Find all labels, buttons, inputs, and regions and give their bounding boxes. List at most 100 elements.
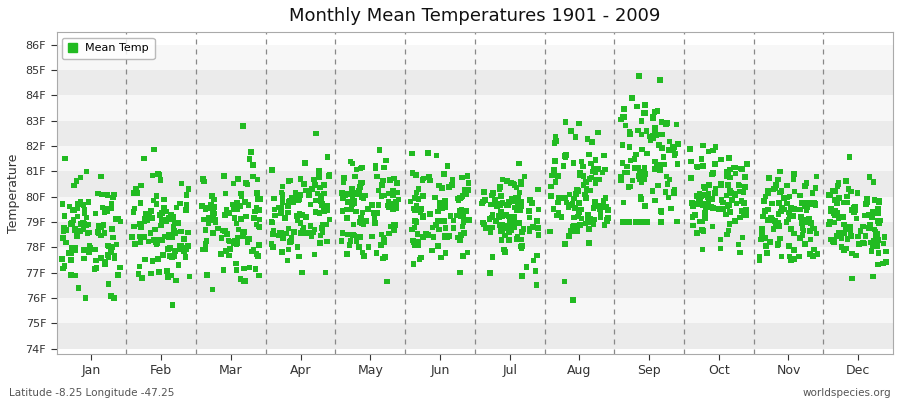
- Point: [83, 243, 97, 249]
- Point: [271, 232, 285, 238]
- Point: [652, 167, 667, 173]
- Point: [154, 222, 168, 228]
- Point: [492, 186, 507, 192]
- Point: [342, 199, 356, 205]
- Point: [158, 208, 173, 215]
- Point: [616, 199, 631, 206]
- Point: [238, 213, 253, 220]
- Point: [168, 248, 183, 254]
- Point: [733, 214, 747, 220]
- Point: [866, 179, 880, 185]
- Point: [76, 202, 91, 208]
- Point: [760, 188, 775, 194]
- Point: [830, 182, 844, 189]
- Point: [793, 206, 807, 213]
- Point: [454, 214, 468, 220]
- Point: [804, 201, 818, 207]
- Point: [689, 230, 704, 236]
- Point: [449, 212, 464, 219]
- Point: [76, 226, 91, 233]
- Point: [353, 219, 367, 225]
- Point: [570, 228, 584, 234]
- Point: [694, 193, 708, 199]
- Point: [460, 173, 474, 179]
- Point: [562, 191, 577, 198]
- Point: [696, 163, 710, 169]
- Point: [113, 218, 128, 225]
- Point: [433, 204, 447, 211]
- Point: [591, 166, 606, 172]
- Point: [150, 256, 165, 262]
- Point: [634, 219, 648, 225]
- Point: [698, 185, 713, 191]
- Point: [79, 214, 94, 221]
- Point: [692, 199, 706, 206]
- Point: [454, 232, 468, 238]
- Point: [218, 212, 232, 218]
- Point: [572, 169, 587, 176]
- Point: [138, 256, 152, 263]
- Point: [633, 170, 647, 176]
- Point: [495, 213, 509, 220]
- Point: [722, 202, 736, 208]
- Point: [837, 248, 851, 254]
- Point: [73, 228, 87, 234]
- Point: [451, 234, 465, 240]
- Point: [353, 184, 367, 190]
- Point: [531, 186, 545, 193]
- Point: [782, 209, 796, 216]
- Point: [317, 208, 331, 214]
- Point: [87, 266, 102, 272]
- Point: [830, 210, 844, 216]
- Point: [514, 207, 528, 214]
- Point: [876, 260, 890, 267]
- Point: [566, 297, 580, 303]
- Point: [172, 243, 186, 249]
- Point: [392, 196, 406, 203]
- Point: [225, 201, 239, 208]
- Point: [376, 239, 391, 246]
- Point: [282, 178, 296, 184]
- Point: [526, 224, 540, 230]
- Point: [356, 195, 371, 202]
- Point: [410, 189, 424, 196]
- Point: [504, 227, 518, 234]
- Point: [453, 237, 467, 243]
- Point: [374, 193, 389, 199]
- Point: [352, 244, 366, 250]
- Point: [389, 199, 403, 205]
- Point: [646, 114, 661, 120]
- Point: [219, 206, 233, 213]
- Point: [806, 253, 820, 259]
- Point: [692, 191, 706, 197]
- Point: [446, 176, 460, 183]
- Point: [715, 197, 729, 203]
- Point: [453, 207, 467, 214]
- Point: [867, 197, 881, 203]
- Point: [252, 216, 266, 223]
- Point: [809, 230, 824, 237]
- Point: [414, 206, 428, 212]
- Point: [163, 253, 177, 260]
- Point: [206, 208, 220, 214]
- Point: [722, 228, 736, 234]
- Point: [841, 236, 855, 242]
- Point: [165, 234, 179, 240]
- Point: [514, 236, 528, 243]
- Point: [163, 244, 177, 251]
- Point: [320, 202, 335, 209]
- Point: [294, 212, 309, 218]
- Point: [616, 160, 630, 166]
- Point: [586, 168, 600, 174]
- Point: [648, 158, 662, 165]
- Point: [558, 154, 572, 161]
- Point: [720, 231, 734, 238]
- Point: [167, 253, 182, 259]
- Point: [135, 275, 149, 282]
- Point: [830, 233, 844, 239]
- Point: [137, 155, 151, 162]
- Point: [807, 200, 822, 206]
- Point: [322, 216, 337, 223]
- Point: [304, 233, 319, 240]
- Point: [318, 181, 332, 188]
